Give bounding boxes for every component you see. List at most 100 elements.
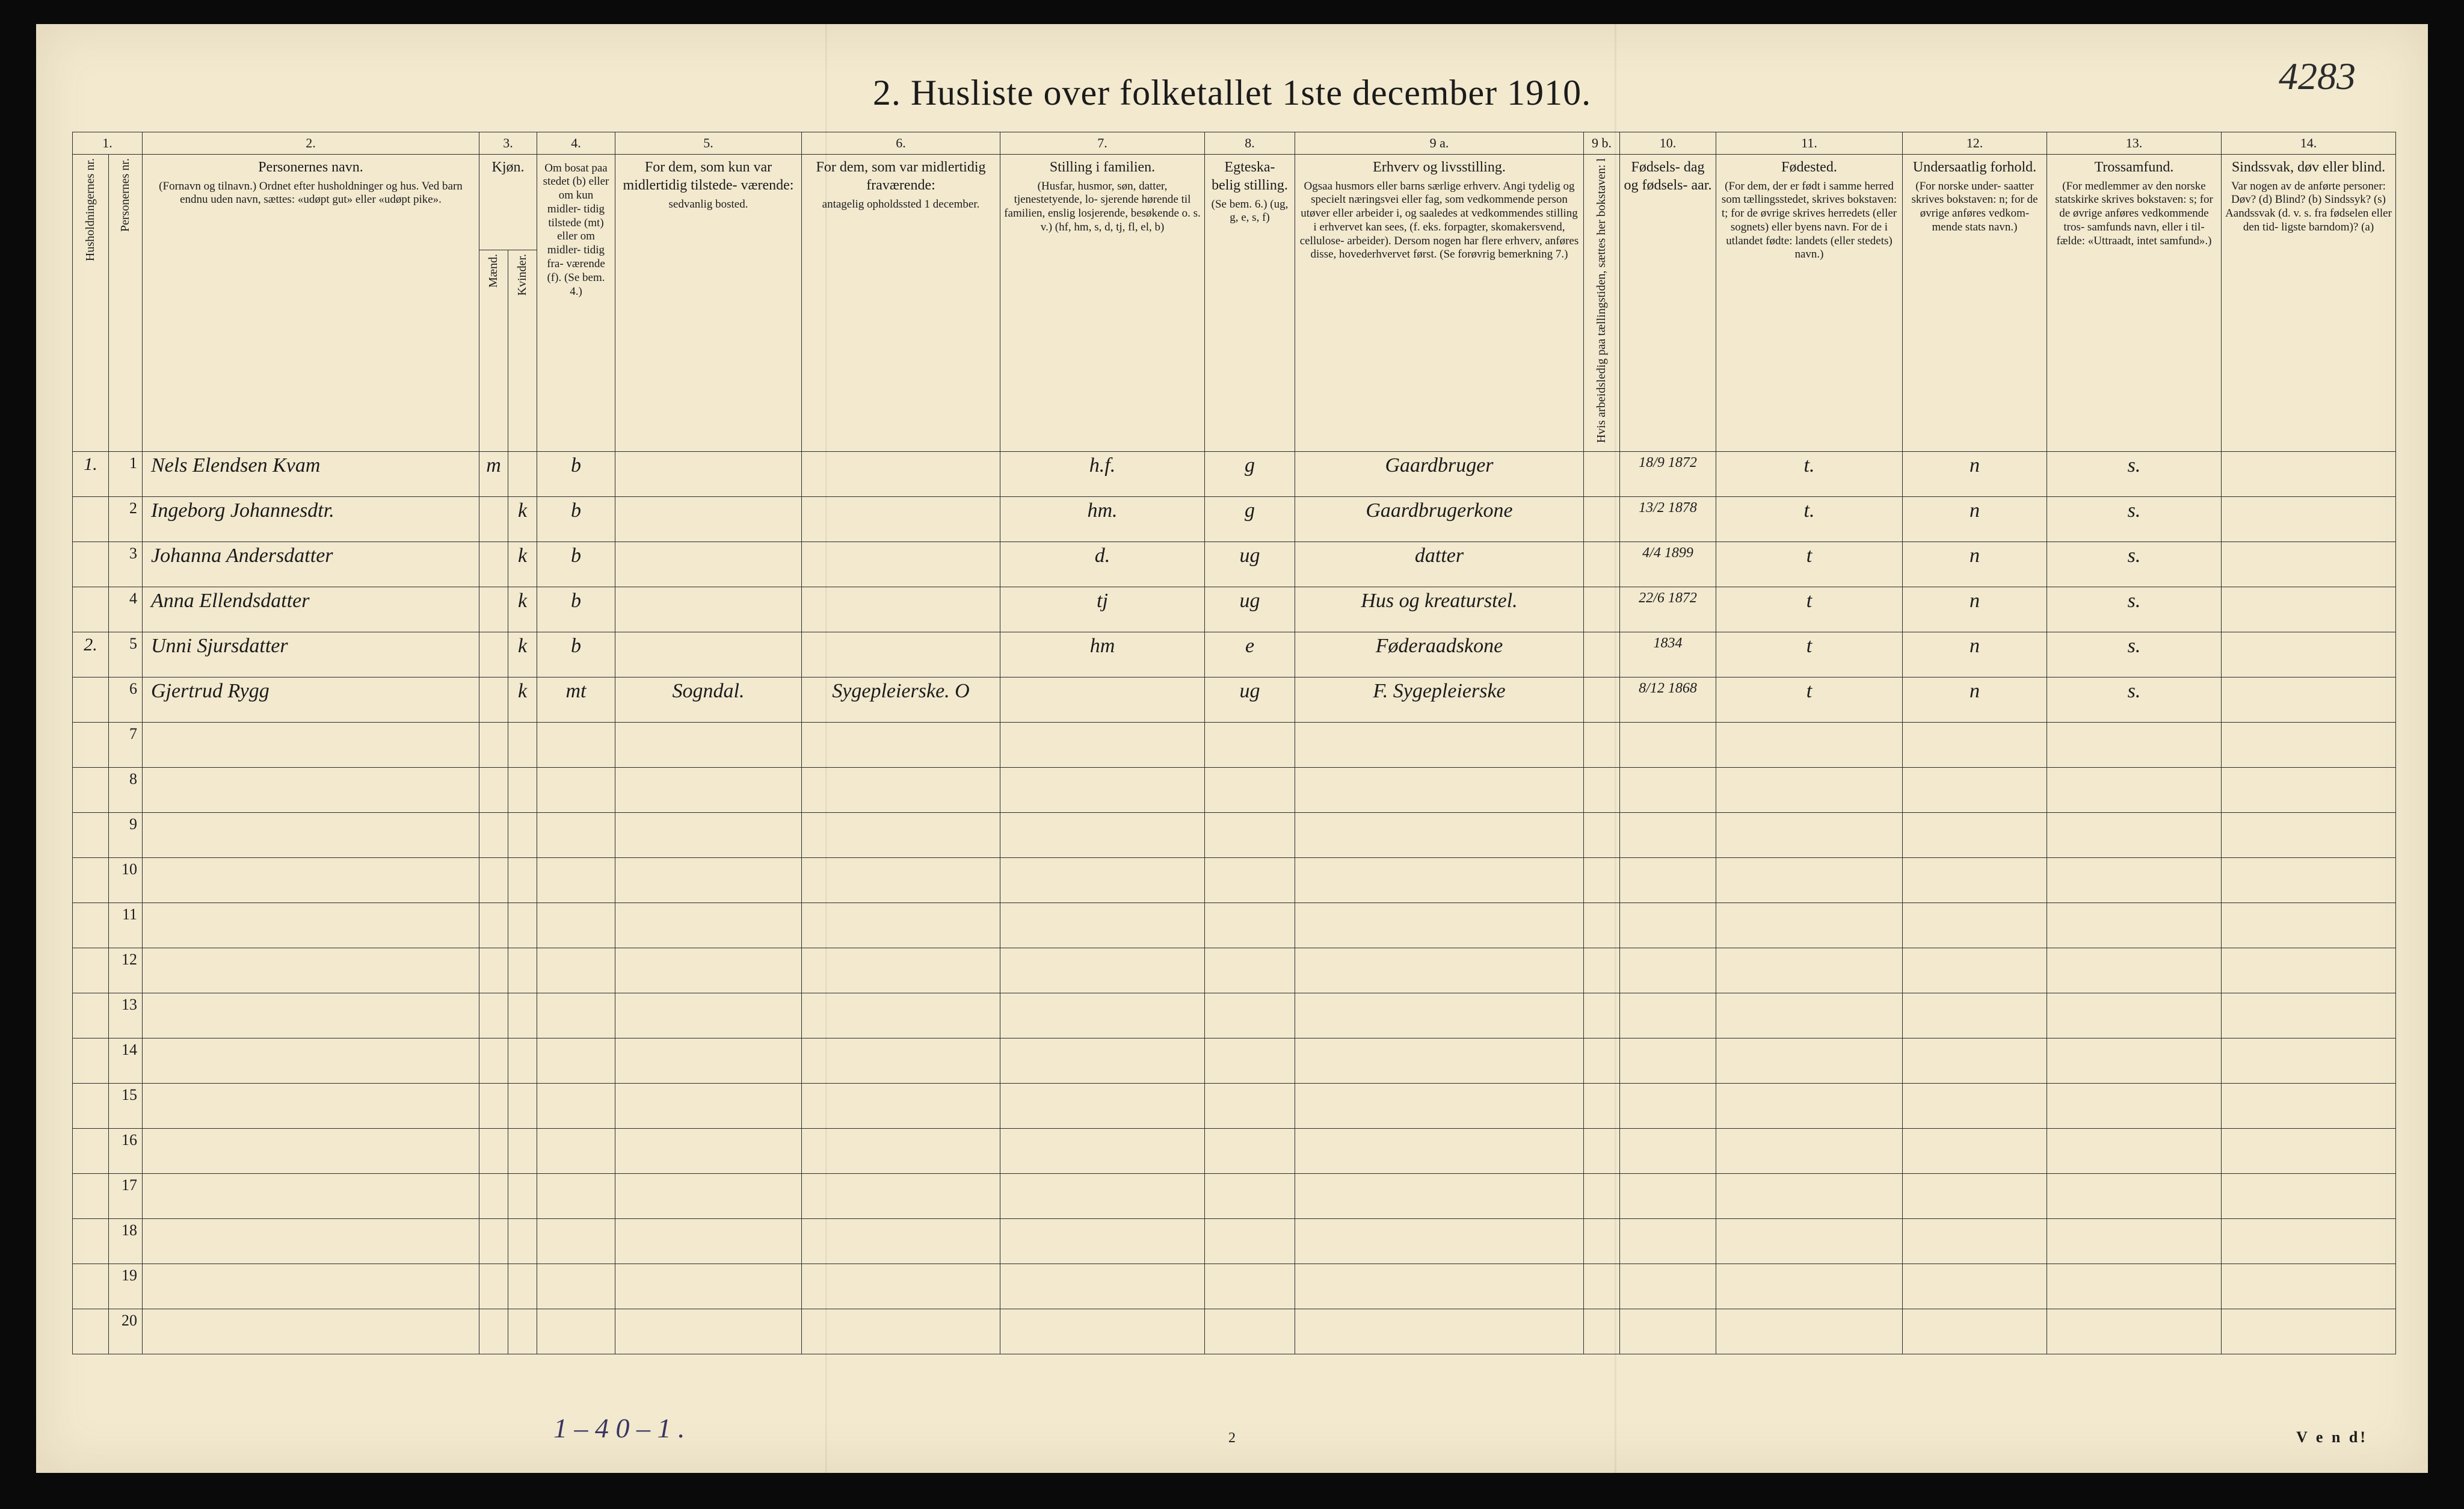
cell-hh bbox=[73, 542, 109, 587]
cell-c8 bbox=[1205, 948, 1295, 993]
cell-c12: n bbox=[1903, 451, 2047, 496]
head-c9b-label: Hvis arbeidsledig paa tællingstiden, sæt… bbox=[1594, 158, 1609, 443]
head-res: Om bosat paa stedet (b) eller om kun mid… bbox=[537, 154, 615, 451]
cell-c10 bbox=[1620, 1128, 1716, 1173]
cell-c13: s. bbox=[2047, 677, 2222, 722]
cell-name: Unni Sjursdatter bbox=[143, 632, 479, 677]
cell-c9a bbox=[1295, 903, 1584, 948]
cell-res bbox=[537, 722, 615, 767]
colnum-2: 2. bbox=[143, 132, 479, 155]
cell-c9a bbox=[1295, 1173, 1584, 1218]
cell-c6 bbox=[802, 993, 1000, 1038]
cell-name bbox=[143, 1173, 479, 1218]
cell-c11 bbox=[1716, 1083, 1903, 1128]
cell-c5 bbox=[615, 1309, 802, 1354]
cell-k bbox=[508, 1264, 537, 1309]
colnum-5: 5. bbox=[615, 132, 802, 155]
cell-c13 bbox=[2047, 767, 2222, 812]
colnum-3: 3. bbox=[479, 132, 537, 155]
head-c9a: Erhverv og livsstilling. Ogsaa husmors e… bbox=[1295, 154, 1584, 451]
cell-c5 bbox=[615, 1173, 802, 1218]
cell-c5: Sogndal. bbox=[615, 677, 802, 722]
head-c12-label: Undersaatlig forhold. bbox=[1913, 159, 2036, 175]
head-name: Personernes navn. (Fornavn og tilnavn.) … bbox=[143, 154, 479, 451]
cell-hh: 2. bbox=[73, 632, 109, 677]
cell-res bbox=[537, 1083, 615, 1128]
cell-pn: 2 bbox=[109, 496, 143, 542]
head-c10: Fødsels- dag og fødsels- aar. bbox=[1620, 154, 1716, 451]
table-row-blank: 12 bbox=[73, 948, 2396, 993]
cell-pn: 20 bbox=[109, 1309, 143, 1354]
cell-hh bbox=[73, 1128, 109, 1173]
cell-k: k bbox=[508, 677, 537, 722]
cell-c10 bbox=[1620, 1309, 1716, 1354]
table-row: 3Johanna Andersdatterkbd.ugdatter4/4 189… bbox=[73, 542, 2396, 587]
colnum-1: 1. bbox=[73, 132, 143, 155]
cell-c10 bbox=[1620, 722, 1716, 767]
cell-c8: g bbox=[1205, 496, 1295, 542]
cell-pn: 6 bbox=[109, 677, 143, 722]
cell-m bbox=[479, 1309, 508, 1354]
cell-c11 bbox=[1716, 1173, 1903, 1218]
cell-c12 bbox=[1903, 1083, 2047, 1128]
head-sex-m: Mænd. bbox=[479, 250, 508, 451]
cell-hh bbox=[73, 677, 109, 722]
cell-c14 bbox=[2222, 993, 2396, 1038]
cell-c11: t bbox=[1716, 632, 1903, 677]
head-c6-label: For dem, som var midlertidig fraværende: bbox=[816, 159, 986, 193]
cell-m bbox=[479, 1264, 508, 1309]
head-sex-k: Kvinder. bbox=[508, 250, 537, 451]
footer-handwritten-note: 1 – 4 0 – 1 . bbox=[553, 1412, 685, 1444]
cell-c7 bbox=[1000, 1038, 1205, 1083]
cell-m: m bbox=[479, 451, 508, 496]
head-person-nr-label: Personernes nr. bbox=[118, 158, 133, 232]
cell-c11: t. bbox=[1716, 451, 1903, 496]
table-row-blank: 10 bbox=[73, 857, 2396, 903]
cell-c8 bbox=[1205, 812, 1295, 857]
head-c5-label: For dem, som kun var midlertidig tilsted… bbox=[623, 159, 794, 193]
table-row: 2.5Unni SjursdatterkbhmeFøderaadskone183… bbox=[73, 632, 2396, 677]
cell-c9a bbox=[1295, 1038, 1584, 1083]
cell-hh bbox=[73, 993, 109, 1038]
cell-c11 bbox=[1716, 1128, 1903, 1173]
cell-pn: 5 bbox=[109, 632, 143, 677]
cell-c13 bbox=[2047, 812, 2222, 857]
cell-c12 bbox=[1903, 767, 2047, 812]
footer-printed-page: 2 bbox=[1228, 1430, 1236, 1446]
cell-c9a bbox=[1295, 948, 1584, 993]
cell-c5 bbox=[615, 948, 802, 993]
cell-pn: 19 bbox=[109, 1264, 143, 1309]
cell-c8 bbox=[1205, 993, 1295, 1038]
cell-c8: e bbox=[1205, 632, 1295, 677]
cell-c14 bbox=[2222, 1218, 2396, 1264]
cell-c5 bbox=[615, 812, 802, 857]
head-c7-desc: (Husfar, husmor, søn, datter, tjenestety… bbox=[1004, 180, 1201, 235]
cell-k bbox=[508, 1309, 537, 1354]
cell-c13: s. bbox=[2047, 587, 2222, 632]
cell-hh bbox=[73, 1309, 109, 1354]
head-c8-label: Egteska- belig stilling. bbox=[1212, 159, 1288, 193]
cell-c13 bbox=[2047, 722, 2222, 767]
cell-c7 bbox=[1000, 812, 1205, 857]
cell-hh bbox=[73, 496, 109, 542]
cell-c12 bbox=[1903, 903, 2047, 948]
head-name-desc: (Fornavn og tilnavn.) Ordnet efter husho… bbox=[146, 180, 475, 208]
cell-c8: ug bbox=[1205, 542, 1295, 587]
head-c8: Egteska- belig stilling. (Se bem. 6.) (u… bbox=[1205, 154, 1295, 451]
cell-c6 bbox=[802, 542, 1000, 587]
cell-name bbox=[143, 767, 479, 812]
cell-m bbox=[479, 1038, 508, 1083]
cell-m bbox=[479, 632, 508, 677]
cell-c9a: Føderaadskone bbox=[1295, 632, 1584, 677]
colnum-12: 12. bbox=[1903, 132, 2047, 155]
cell-c13 bbox=[2047, 1173, 2222, 1218]
cell-k bbox=[508, 722, 537, 767]
cell-k bbox=[508, 948, 537, 993]
cell-c13: s. bbox=[2047, 496, 2222, 542]
cell-c10 bbox=[1620, 1038, 1716, 1083]
cell-k: k bbox=[508, 542, 537, 587]
cell-c11 bbox=[1716, 857, 1903, 903]
head-sex-k-label: Kvinder. bbox=[515, 254, 530, 295]
cell-c5 bbox=[615, 1218, 802, 1264]
cell-c11 bbox=[1716, 722, 1903, 767]
